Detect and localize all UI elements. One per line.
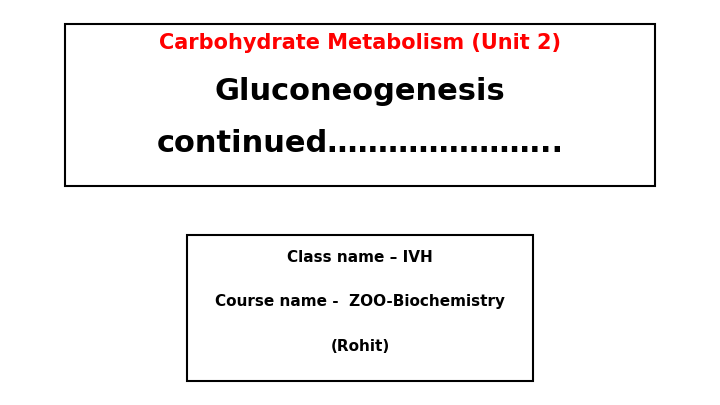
Text: Gluconeogenesis: Gluconeogenesis	[215, 77, 505, 106]
Text: continued…………………..: continued…………………..	[156, 129, 564, 158]
Text: Carbohydrate Metabolism (Unit 2): Carbohydrate Metabolism (Unit 2)	[159, 32, 561, 53]
Text: Course name -  ZOO-Biochemistry: Course name - ZOO-Biochemistry	[215, 294, 505, 309]
FancyBboxPatch shape	[187, 235, 533, 381]
Text: Class name – IVH: Class name – IVH	[287, 249, 433, 265]
FancyBboxPatch shape	[65, 24, 655, 186]
Text: (Rohit): (Rohit)	[330, 339, 390, 354]
